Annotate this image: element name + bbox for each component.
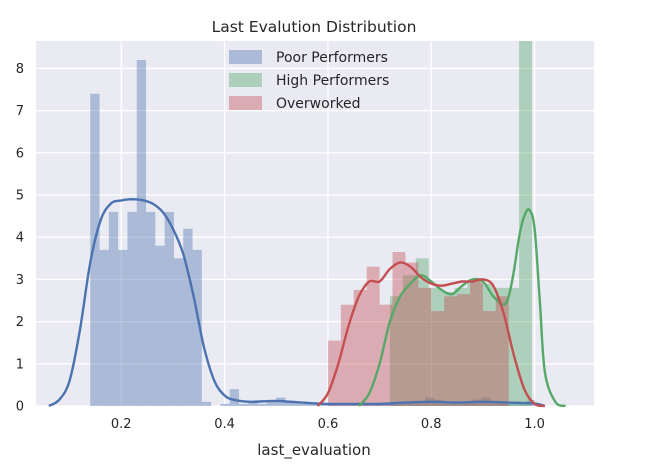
y-tick-labels: 0 1 2 3 4 5 6 7 8 (16, 62, 24, 415)
high-performers-bar (467, 279, 481, 406)
x-tick-label: 1.0 (524, 417, 545, 432)
y-tick-label: 4 (16, 231, 24, 246)
high-performers-bar (454, 287, 468, 406)
poor-performers-bar (164, 211, 174, 406)
overworked-bar (457, 294, 470, 406)
overworked-bar (353, 289, 367, 406)
x-axis-label: last_evaluation (257, 441, 370, 460)
poor-performers-bar (443, 401, 453, 406)
overworked-bar (379, 304, 393, 406)
high-performers-bar (389, 296, 403, 406)
y-tick-label: 1 (16, 357, 24, 372)
poor-performers-bar (266, 401, 277, 406)
poor-performers-bar (90, 93, 100, 406)
poor-performers-kde-line (48, 198, 546, 408)
overworked-kde-line (316, 261, 546, 408)
legend: Poor Performers High Performers Overworked (229, 50, 389, 112)
x-tick-label: 0.4 (214, 417, 235, 432)
poor-performers-bar (229, 389, 240, 406)
poor-performers-bar (248, 401, 258, 406)
poor-performers-bar (127, 211, 137, 406)
poor-performers-bar (462, 401, 472, 406)
high-performers-kde-line (357, 208, 567, 408)
poor-performers-bar (192, 249, 202, 406)
x-tick-label: 0.6 (318, 417, 339, 432)
poor-performers-bar (304, 403, 314, 406)
overworked-bar (470, 279, 483, 406)
high-performers-legend-swatch (229, 73, 262, 87)
poor-performers-bar (136, 59, 147, 407)
overworked-bar (340, 304, 354, 406)
poor-performers-bar (99, 249, 109, 406)
overworked-bar (418, 287, 432, 406)
poor-performers-bar (239, 403, 249, 406)
high-performers-bar (441, 292, 455, 406)
poor-performers-bar (183, 228, 193, 406)
poor-performers-bar (201, 401, 212, 406)
poor-performers-bar (415, 401, 426, 406)
y-tick-label: 8 (16, 62, 24, 77)
high-performers-bar (519, 41, 532, 406)
chart-title: Last Evalution Distribution (212, 18, 417, 36)
overworked-bar (405, 262, 419, 406)
poor-performers-bar (146, 211, 156, 406)
overworked-bar (444, 296, 458, 406)
x-tick-labels: 0.2 0.4 0.6 0.8 1.0 (111, 417, 545, 432)
y-tick-label: 0 (16, 400, 24, 415)
y-tick-label: 2 (16, 315, 24, 330)
poor-performers-bar (406, 401, 416, 406)
poor-performers-bar (285, 401, 295, 406)
overworked-bar (482, 311, 496, 406)
poor-performers-bar (220, 403, 230, 406)
plot-area (36, 41, 594, 406)
overworked-bar (392, 251, 406, 406)
overworked-bar (431, 311, 445, 406)
poor-performers-bar (118, 249, 128, 406)
high-performers-bar (402, 275, 416, 406)
x-tick-label: 0.2 (111, 417, 132, 432)
poor-performers-bar (257, 403, 267, 406)
y-tick-label: 7 (16, 104, 24, 119)
poor-performers-legend-swatch (229, 50, 262, 64)
poor-performers-bar (452, 401, 463, 406)
y-tick-label: 3 (16, 273, 24, 288)
poor-performers-bar (155, 245, 165, 406)
poor-performers-bar (108, 211, 119, 406)
high-performers-bar (493, 287, 507, 406)
poor-performers-bar (294, 403, 305, 406)
high-performers-bar (428, 287, 442, 406)
poor-performers-bar (173, 258, 184, 406)
high-performers-bar (415, 258, 429, 406)
high-performers-bar (480, 283, 494, 406)
x-tick-label: 0.8 (421, 417, 442, 432)
histogram-bars (90, 41, 535, 407)
poor-performers-bar (387, 403, 398, 406)
overworked-legend-label: Overworked (276, 96, 361, 112)
poor-performers-bar (490, 401, 500, 406)
density-curves (48, 198, 567, 408)
high-performers-legend-label: High Performers (276, 73, 389, 89)
grid-lines (36, 41, 594, 407)
poor-performers-legend-label: Poor Performers (276, 50, 388, 66)
y-tick-label: 5 (16, 189, 24, 204)
poor-performers-bar (499, 401, 509, 406)
y-tick-label: 6 (16, 146, 24, 161)
overworked-legend-swatch (229, 96, 262, 110)
